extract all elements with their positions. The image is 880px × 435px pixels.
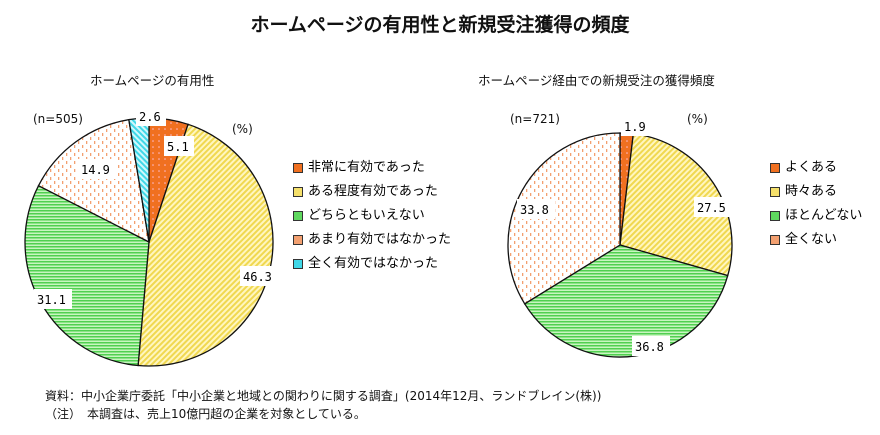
legend-item: 全くない (770, 228, 862, 252)
data-label-0-0: 5.1 (167, 140, 189, 154)
data-label-1-2: 36.8 (635, 340, 664, 354)
left-chart-title: ホームページの有用性 (90, 73, 215, 88)
data-label-1-3: 33.8 (520, 203, 549, 217)
left-n-label: (n=505) (33, 112, 83, 126)
legend-swatch (770, 211, 780, 221)
data-label-bg-1-0 (621, 116, 651, 136)
data-label-bg-1-3 (517, 199, 555, 219)
data-label-0-2: 31.1 (37, 293, 66, 307)
legend-swatch (770, 235, 780, 245)
data-label-1-0: 1.9 (624, 120, 646, 134)
legend-item: どちらともいえない (293, 204, 451, 228)
footnote: （注） 本調査は、売上10億円超の企業を対象としている。 (45, 407, 366, 421)
data-label-bg-1-1 (694, 197, 732, 217)
left-unit-label: (%) (232, 122, 253, 136)
legend-label: 時々ある (785, 184, 838, 199)
right-unit-label: (%) (687, 112, 708, 126)
pie-slice-1-1 (619, 133, 733, 277)
pie-slice-0-3 (37, 118, 150, 244)
legend-item: ほとんどない (770, 204, 862, 228)
left-legend: 非常に有効であった ある程度有効であった どちらともいえないあまり有効ではなかった全… (293, 156, 451, 276)
legend-label: 全く有効ではなかった (308, 256, 439, 271)
data-label-bg-0-4 (136, 106, 166, 126)
legend-swatch (293, 235, 303, 245)
legend-swatch (293, 259, 303, 269)
legend-swatch (770, 187, 780, 197)
legend-label: あまり有効ではなかった (308, 232, 452, 247)
legend-item: よくある (770, 156, 862, 180)
legend-item: 全く有効ではなかった (293, 252, 451, 276)
data-label-bg-0-0 (164, 136, 194, 156)
pie-slice-1-3 (507, 132, 621, 305)
legend-item: あまり有効ではなかった (293, 228, 451, 252)
right-legend: よくある時々あるほとんどない 全くない (770, 156, 862, 252)
main-title: ホームページの有用性と新規受注獲得の頻度 (250, 14, 630, 36)
legend-label: ある程度有効であった (308, 184, 438, 199)
legend-label: 非常に有効であった (308, 160, 425, 175)
source-note: 資料：中小企業庁委託「中小企業と地域との関わりに関する調査」(2014年12月、… (45, 389, 602, 403)
data-label-bg-1-2 (632, 336, 670, 356)
legend-swatch (293, 187, 303, 197)
legend-swatch (293, 163, 303, 173)
legend-label: 全くない (785, 232, 838, 247)
data-label-bg-0-3 (78, 159, 116, 179)
legend-swatch (293, 211, 303, 221)
legend-item: 時々ある (770, 180, 862, 204)
right-n-label: (n=721) (510, 112, 560, 126)
legend-item: 非常に有効であった (293, 156, 451, 180)
right-chart-title: ホームページ経由での新規受注の獲得頻度 (478, 73, 715, 88)
legend-label: ほとんどない (785, 208, 863, 223)
data-label-bg-0-1 (240, 266, 278, 286)
legend-label: どちらともいえない (308, 208, 425, 223)
legend-label: よくある (785, 160, 838, 175)
data-label-0-1: 46.3 (243, 270, 272, 284)
legend-item: ある程度有効であった (293, 180, 451, 204)
data-label-1-1: 27.5 (697, 201, 726, 215)
legend-swatch (770, 163, 780, 173)
data-label-0-4: 2.6 (139, 110, 161, 124)
data-label-bg-0-2 (34, 289, 72, 309)
data-label-0-3: 14.9 (81, 163, 110, 177)
